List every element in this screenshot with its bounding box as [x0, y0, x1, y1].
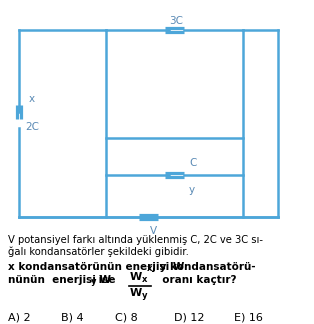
- Text: V: V: [150, 226, 157, 236]
- Text: C: C: [190, 157, 197, 168]
- Text: C) 8: C) 8: [115, 312, 138, 322]
- Text: E) 16: E) 16: [234, 312, 263, 322]
- Text: W: W: [130, 288, 143, 298]
- Text: x: x: [142, 275, 147, 284]
- Text: D) 12: D) 12: [175, 312, 205, 322]
- Text: ğalı kondansatörler şekildeki gibidir.: ğalı kondansatörler şekildeki gibidir.: [8, 247, 188, 257]
- Text: 2C: 2C: [25, 122, 39, 132]
- Text: 3C: 3C: [169, 16, 183, 26]
- Text: x kondansatörünün enerjisi W: x kondansatörünün enerjisi W: [8, 262, 184, 272]
- Text: ise: ise: [95, 275, 116, 285]
- Text: y: y: [188, 185, 194, 195]
- Text: B) 4: B) 4: [61, 312, 84, 322]
- Text: y: y: [142, 291, 147, 300]
- Text: A) 2: A) 2: [8, 312, 30, 322]
- Text: x: x: [147, 264, 153, 273]
- Text: oranı kaçtır?: oranı kaçtır?: [155, 275, 236, 285]
- Text: , y kondansatörü-: , y kondansatörü-: [152, 262, 256, 272]
- Text: y: y: [90, 277, 96, 286]
- Text: V potansiyel farkı altında yüklenmiş C, 2C ve 3C sı-: V potansiyel farkı altında yüklenmiş C, …: [8, 235, 263, 245]
- Text: W: W: [130, 272, 143, 282]
- Text: x: x: [29, 95, 35, 105]
- Text: nünün  enerjisi W: nünün enerjisi W: [8, 275, 111, 285]
